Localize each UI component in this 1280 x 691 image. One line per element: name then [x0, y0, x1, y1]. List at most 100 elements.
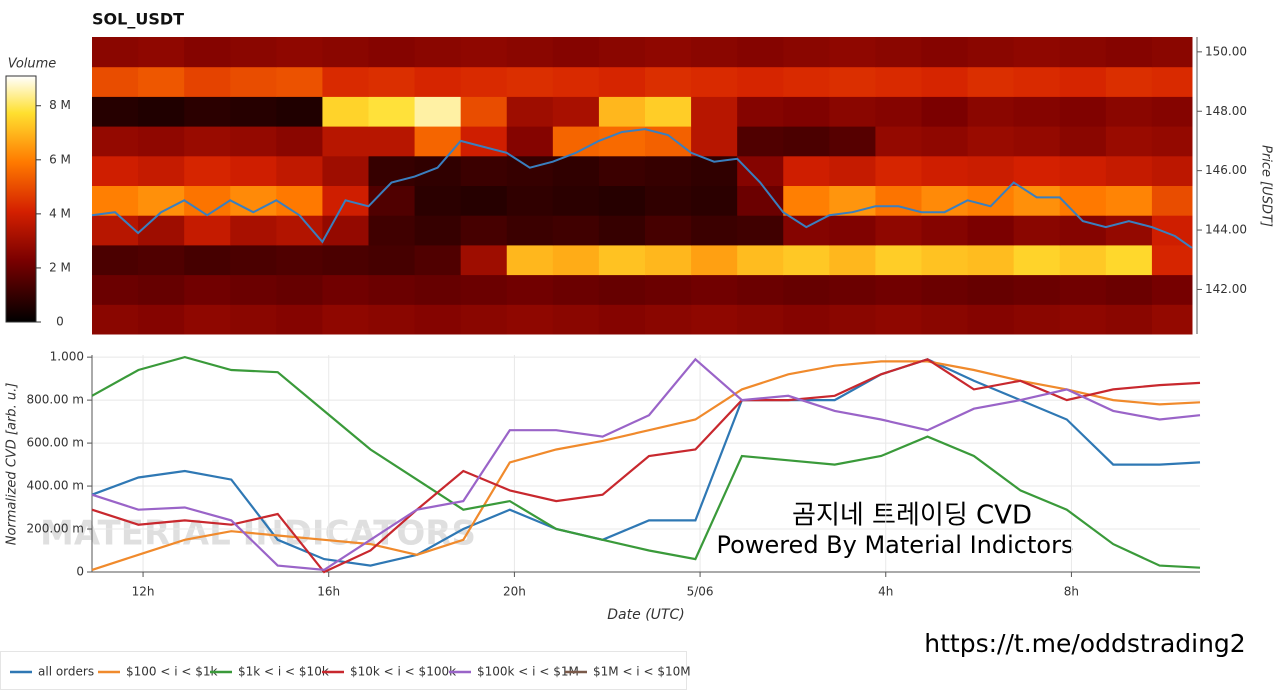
x-tick-label: 12h [132, 585, 155, 599]
heatmap-cell [921, 185, 969, 216]
heatmap-cell [737, 66, 784, 97]
heatmap-cell [598, 66, 646, 97]
heatmap-cell [598, 37, 646, 68]
heatmap-cell [875, 155, 922, 186]
heatmap-cell [691, 244, 738, 276]
heatmap-cell [829, 37, 876, 68]
heatmap-cell [1151, 66, 1193, 97]
x-tick-label: 16h [317, 585, 340, 599]
heatmap-cell [737, 37, 784, 68]
heatmap-cell [967, 215, 1015, 246]
cvd-line [91, 358, 1201, 574]
price-line [91, 128, 1193, 249]
heatmap-cell [552, 185, 600, 216]
heatmap-cell [598, 96, 646, 127]
heatmap-cell [460, 244, 508, 276]
heatmap-cell [875, 96, 922, 127]
heatmap-cell [230, 155, 277, 186]
heatmap-cell [460, 155, 508, 186]
heatmap-cell [1105, 155, 1153, 186]
heatmap-cell [921, 66, 969, 97]
heatmap-cell [921, 244, 969, 276]
heatmap-cell [691, 66, 738, 97]
heatmap-cell [276, 185, 323, 216]
heatmap-cell [414, 185, 462, 216]
heatmap-cell [184, 215, 231, 246]
heatmap-cell [783, 274, 830, 305]
heatmap-cell [460, 66, 508, 97]
heatmap-cell [414, 244, 462, 276]
heatmap-cell [737, 304, 784, 335]
heatmap-cell [829, 66, 876, 97]
heatmap-cell [414, 274, 462, 305]
heatmap-cell [138, 126, 185, 157]
heatmap-cell [138, 96, 185, 127]
heatmap-cell [1105, 185, 1153, 216]
heatmap-cell [414, 304, 462, 335]
heatmap-cell [691, 304, 738, 335]
heatmap-cell [644, 215, 692, 246]
heatmap-cell [1105, 215, 1153, 246]
heatmap-cell [276, 274, 323, 305]
heatmap-cell [322, 96, 369, 127]
heatmap-cell [506, 215, 554, 246]
heatmap-cell [875, 66, 922, 97]
heatmap-cell [184, 37, 231, 68]
heatmap-cell [506, 37, 554, 68]
heatmap-cell [276, 66, 323, 97]
heatmap-cell [138, 244, 185, 276]
heatmap-cell [414, 155, 462, 186]
heatmap-cell [460, 185, 508, 216]
heatmap-cell [92, 274, 139, 305]
heatmap-cell [1013, 155, 1061, 186]
heatmap-cell [921, 304, 969, 335]
heatmap-cell [138, 185, 185, 216]
heatmap-cell [460, 304, 508, 335]
heatmap-cell [1059, 96, 1107, 127]
heatmap-cell [644, 66, 692, 97]
heatmap-cell [1013, 185, 1061, 216]
heatmap-cell [783, 37, 830, 68]
heatmap-cell [276, 96, 323, 127]
colorbar [5, 75, 37, 323]
heatmap-cell [460, 274, 508, 305]
x-tick-label: 4h [878, 585, 893, 599]
heatmap-cell [598, 274, 646, 305]
heatmap-cell [829, 244, 876, 276]
heatmap-cell [368, 126, 416, 157]
annotation: https://t.me/oddstrading2 [924, 629, 1245, 658]
heatmap-cell [967, 126, 1015, 157]
heatmap-cell [92, 37, 139, 68]
heatmap-cell [184, 185, 231, 216]
heatmap-cell [506, 96, 554, 127]
heatmap-cell [1105, 274, 1153, 305]
colorbar-label: Volume [8, 57, 57, 72]
heatmap-cell [644, 37, 692, 68]
heatmap-cell [460, 96, 508, 127]
heatmap-cell [967, 274, 1015, 305]
heatmap-cell [368, 185, 416, 216]
heatmap-cell [460, 37, 508, 68]
heatmap-cell [414, 215, 462, 246]
heatmap-cell [92, 215, 139, 246]
colorbar-tick-label: 4 M [49, 206, 71, 220]
heatmap-cell [230, 215, 277, 246]
y-tick-label: 600.00 m [27, 436, 85, 450]
legend-label: $100 < i < $1k [126, 665, 218, 679]
heatmap-cell [829, 155, 876, 186]
heatmap-cell [1151, 304, 1193, 335]
heatmap-cell [783, 66, 830, 97]
heatmap-cell [737, 274, 784, 305]
heatmap-cell [184, 126, 231, 157]
heatmap-cell [1013, 66, 1061, 97]
heatmap-cell [184, 66, 231, 97]
heatmap-cell [1151, 244, 1193, 276]
heatmap-cell [967, 304, 1015, 335]
heatmap-cell [829, 274, 876, 305]
heatmap-cell [598, 304, 646, 335]
heatmap-cell [875, 274, 922, 305]
heatmap-cell [414, 66, 462, 97]
heatmap-cell [276, 126, 323, 157]
heatmap-cell [230, 96, 277, 127]
heatmap-cell [92, 304, 139, 335]
